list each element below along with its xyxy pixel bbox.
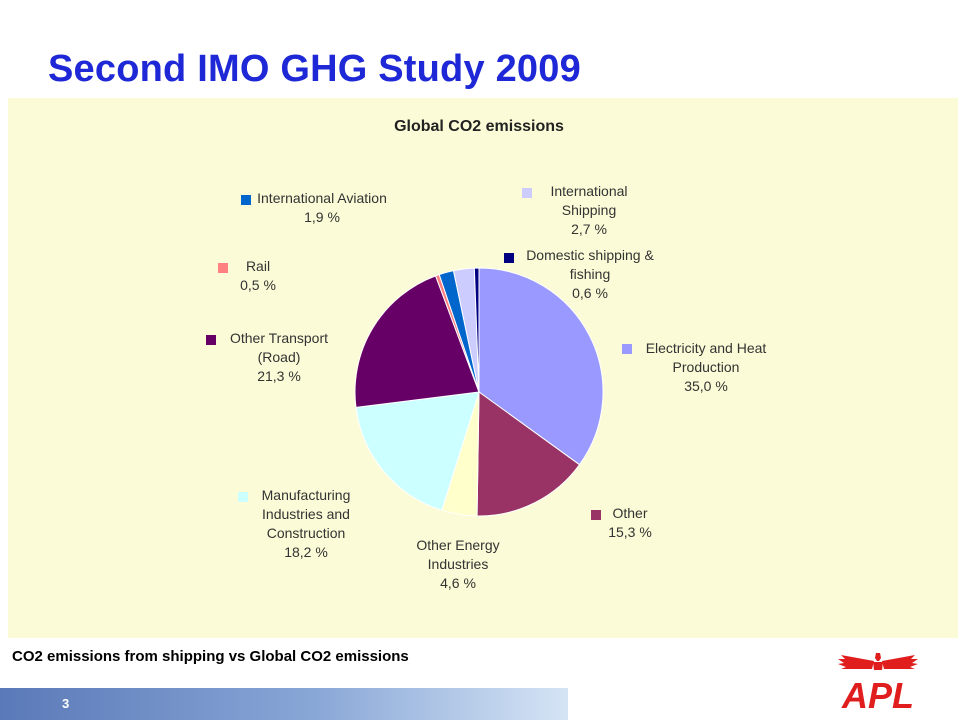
- slide-caption: CO2 emissions from shipping vs Global CO…: [12, 648, 409, 665]
- slice-label: Domestic shipping & fishing 0,6 %: [526, 247, 654, 301]
- slice-label: Rail 0,5 %: [240, 258, 276, 293]
- slice-name-line: Industries: [428, 556, 489, 572]
- slice-value-label: 0,5 %: [240, 277, 276, 293]
- slice-name-line: Manufacturing: [262, 487, 351, 503]
- slice-name-line: Production: [673, 359, 740, 375]
- legend-swatch: [522, 188, 532, 198]
- legend-swatch: [504, 253, 514, 263]
- pie-slice: [473, 267, 480, 393]
- pie-slice: [355, 391, 480, 511]
- slice-label: Other Transport (Road) 21,3 %: [230, 330, 328, 384]
- pie-chart: Global CO2 emissions Electricity and Hea…: [206, 118, 766, 591]
- slice-value-label: 0,6 %: [572, 285, 608, 301]
- slice-label: Manufacturing Industries and Construction 1…: [262, 487, 351, 560]
- eagle-wings-icon: [838, 653, 918, 670]
- pie-slice: [476, 391, 581, 517]
- slice-label: International Aviation 1,9 %: [257, 190, 387, 225]
- slice-name-line: Shipping: [562, 202, 617, 218]
- slice-label: International Shipping 2,7 %: [550, 183, 627, 237]
- slice-name-line: (Road): [258, 349, 301, 365]
- slice-name-line: Electricity and Heat: [646, 340, 767, 356]
- slice-name-line: Other: [612, 505, 647, 521]
- slice-value-label: 4,6 %: [440, 575, 476, 591]
- apl-logo: APL: [838, 653, 918, 714]
- legend-swatch: [218, 263, 228, 273]
- footer-bar: 3: [0, 688, 568, 720]
- legend-swatch: [622, 344, 632, 354]
- slice-name-line: Domestic shipping &: [526, 247, 654, 263]
- slice-value-label: 21,3 %: [257, 368, 301, 384]
- slice-name-line: Other Energy: [416, 537, 499, 553]
- slice-name-line: Industries and: [262, 506, 350, 522]
- pie-slice: [354, 275, 480, 408]
- pie-slice: [478, 267, 604, 466]
- slice-name-line: Rail: [246, 258, 270, 274]
- apl-logo-text: APL: [841, 675, 914, 714]
- legend-swatch: [238, 492, 248, 502]
- legend-swatch: [241, 195, 251, 205]
- pie-labels: Electricity and Heat Production 35,0 % Othe…: [206, 183, 766, 591]
- slice-label: Other 15,3 %: [608, 505, 652, 540]
- chart-title: Global CO2 emissions: [394, 118, 564, 135]
- legend-swatch: [591, 510, 601, 520]
- chart-panel: Global CO2 emissions Electricity and Hea…: [8, 98, 958, 638]
- slice-name-line: fishing: [570, 266, 610, 282]
- page-number: 3: [62, 696, 70, 711]
- slice-name-line: International Aviation: [257, 190, 387, 206]
- slice-label: Other Energy Industries 4,6 %: [416, 537, 499, 591]
- slice-value-label: 15,3 %: [608, 524, 652, 540]
- slice-name-line: International: [550, 183, 627, 199]
- slice-value-label: 18,2 %: [284, 544, 328, 560]
- slice-name-line: Other Transport: [230, 330, 328, 346]
- slice-label: Electricity and Heat Production 35,0 %: [646, 340, 767, 394]
- slice-value-label: 1,9 %: [304, 209, 340, 225]
- legend-swatch: [206, 335, 216, 345]
- slice-value-label: 35,0 %: [684, 378, 728, 394]
- pie-slices: [354, 267, 604, 517]
- slice-name-line: Construction: [267, 525, 346, 541]
- slice-value-label: 2,7 %: [571, 221, 607, 237]
- slide-title: Second IMO GHG Study 2009: [48, 48, 581, 90]
